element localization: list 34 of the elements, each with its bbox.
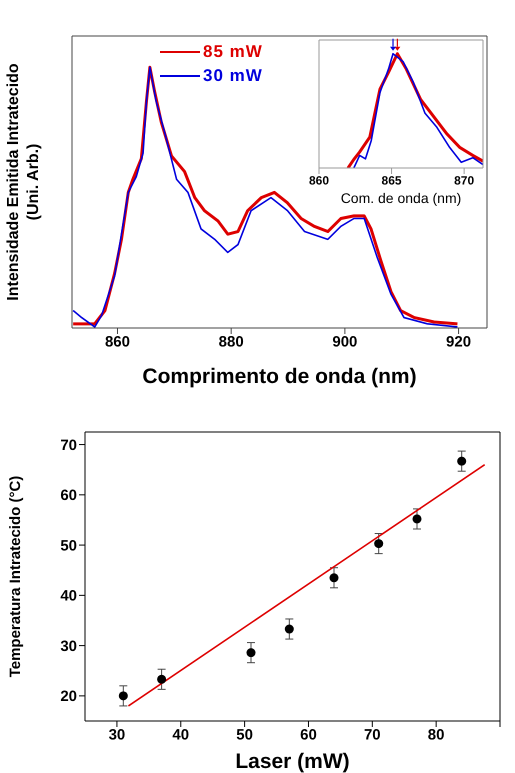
x-tick-label: 80 (428, 726, 444, 744)
x-tick-label: 860 (104, 334, 130, 351)
legend-label: 85 mW (203, 41, 263, 63)
y-tick-label: 40 (60, 588, 77, 605)
x-tick-label: 50 (236, 726, 253, 744)
y-tick-label: 50 (60, 537, 77, 554)
legend-label: 30 mW (203, 65, 263, 87)
x-tick-label: 920 (446, 334, 472, 351)
x-tick-label: 60 (300, 726, 317, 744)
x-axis-title: Laser (mW) (235, 750, 350, 773)
y-tick-label: 70 (60, 436, 77, 454)
x-tick-label: 900 (332, 334, 358, 351)
y-axis-title: Intensidade Emitida Intratecido (Uni. Arb.) (5, 63, 42, 301)
x-tick-label: 860 (308, 174, 330, 188)
point (157, 674, 166, 684)
y-tick-label: 30 (60, 638, 77, 655)
y-tick-label: 60 (60, 487, 77, 504)
point (457, 456, 466, 466)
y-tick-label: 20 (60, 688, 77, 706)
point (412, 514, 422, 524)
x-tick-label: 880 (218, 334, 244, 351)
x-tick-label: 870 (454, 174, 474, 188)
x-tick-label: 865 (382, 174, 402, 188)
x-tick-label: 70 (364, 726, 381, 744)
x-axis-title: Comprimento de onda (nm) (142, 365, 417, 388)
point (284, 624, 294, 634)
point (246, 648, 256, 658)
x-tick-label: 30 (108, 726, 126, 744)
y-axis-title: Temperatura Intratecido (°C) (7, 476, 24, 678)
x-tick-label: 40 (172, 726, 190, 744)
point (329, 573, 339, 582)
point (118, 691, 128, 700)
point (374, 539, 384, 548)
x-axis-title: Com. de onda (nm) (340, 190, 462, 206)
